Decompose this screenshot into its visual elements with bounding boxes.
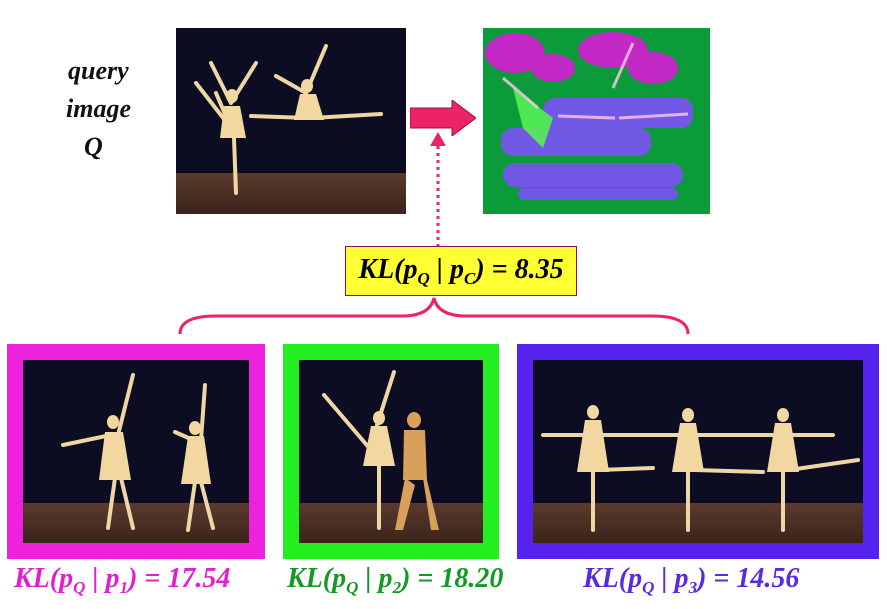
query-label-line2: image: [66, 94, 131, 123]
kl-caption-3: KL(pQ | p3) = 14.56: [583, 563, 800, 597]
cluster-image-2: [299, 360, 483, 543]
segmentation-image: [483, 28, 710, 214]
query-image: [176, 28, 406, 214]
cluster-frame-1: [7, 344, 265, 559]
dancers-trio: [541, 405, 860, 532]
dancers-duet: [322, 370, 439, 530]
stage-floor: [176, 173, 406, 214]
kl-caption-2: KL(pQ | p2) = 18.20: [287, 563, 504, 597]
cluster-image-1: [23, 360, 249, 543]
dancers-pair: [61, 373, 215, 532]
kl-caption-1: KL(pQ | p1) = 17.54: [14, 563, 231, 597]
right-arrow-icon: [410, 100, 476, 136]
segmentation-overlay: [485, 32, 693, 200]
dotted-up-arrow-icon: [430, 132, 446, 248]
query-image-label: query image Q: [58, 52, 158, 166]
cluster-image-3: [533, 360, 863, 543]
curly-brace: [178, 297, 690, 335]
query-label-line3: Q: [84, 132, 103, 161]
combined-kl-text: KL(pQ | pC) = 8.35: [358, 253, 564, 288]
query-label-line1: query: [68, 56, 129, 85]
dancers-figures: [194, 44, 383, 195]
combined-kl-box: KL(pQ | pC) = 8.35: [345, 246, 577, 296]
cluster-frame-3: [517, 344, 879, 559]
cluster-frame-2: [283, 344, 499, 559]
